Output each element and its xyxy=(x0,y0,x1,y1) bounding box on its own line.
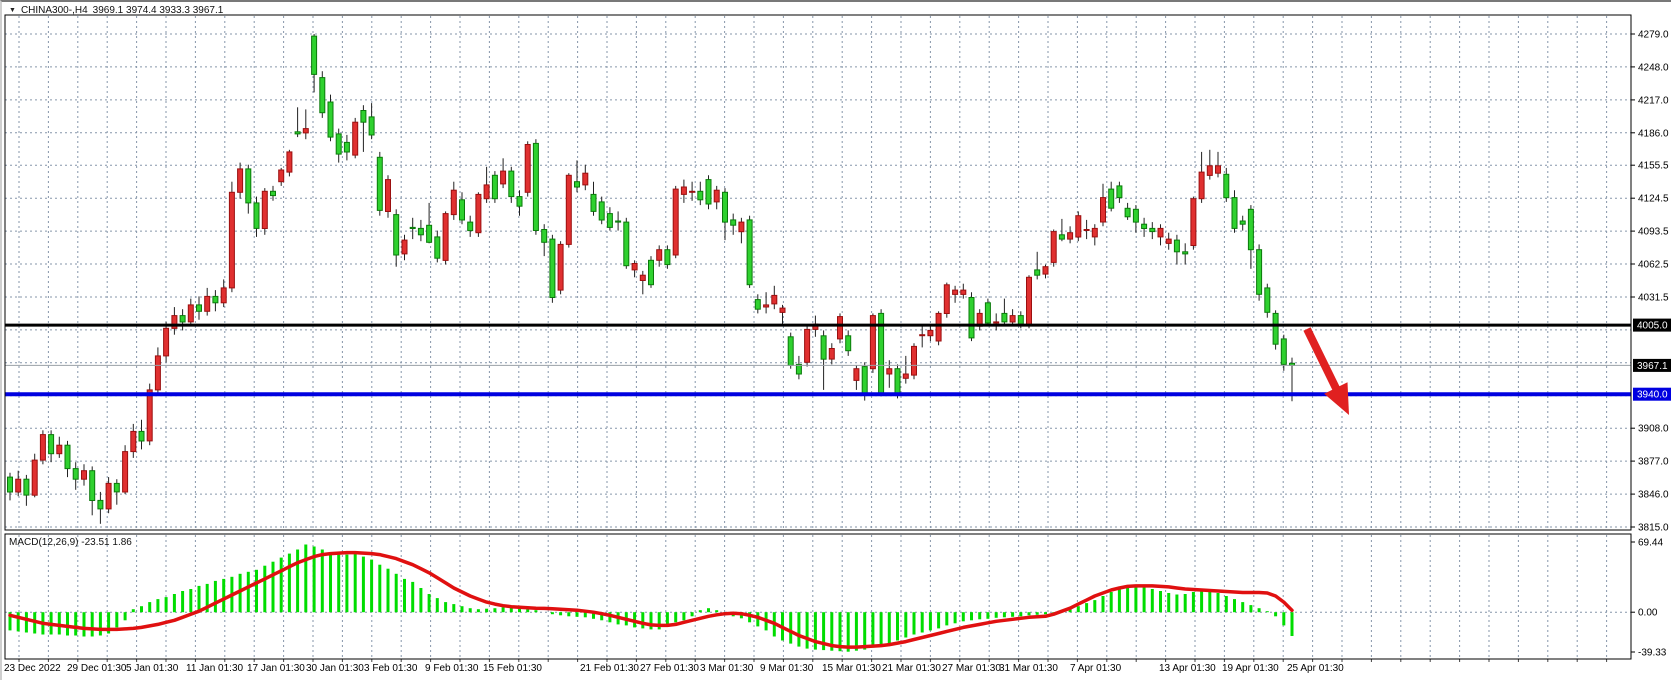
date-tick-label: 11 Jan 01:30 xyxy=(186,663,244,674)
symbol-dropdown-icon[interactable]: ▼ xyxy=(9,6,16,14)
macd-tick-label: -39.33 xyxy=(1638,648,1667,659)
price-tick-label: 4279.0 xyxy=(1638,30,1669,41)
candles-layer xyxy=(7,35,1295,510)
svg-text:4005.0: 4005.0 xyxy=(1637,321,1668,332)
symbol-period-label: CHINA300-,H4 xyxy=(20,5,88,16)
date-tick-label: 3 Mar 01:30 xyxy=(700,663,754,674)
macd-tick-label: 0.00 xyxy=(1638,608,1658,619)
date-tick-label: 19 Apr 01:30 xyxy=(1222,663,1279,674)
price-tick-label: 4031.5 xyxy=(1638,293,1669,304)
price-badge-4005.0 xyxy=(1633,318,1671,332)
date-tick-label: 23 Dec 2022 xyxy=(4,663,61,674)
date-tick-label: 27 Mar 01:30 xyxy=(942,663,1001,674)
price-badges: 4005.0 3967.1 3940.0 xyxy=(1633,318,1671,401)
price-tick-label: 4248.0 xyxy=(1638,62,1669,73)
date-tick-label: 9 Feb 01:30 xyxy=(425,663,479,674)
svg-text:3940.0: 3940.0 xyxy=(1637,390,1668,401)
date-tick-label: 3 Feb 01:30 xyxy=(364,663,418,674)
price-tick-label: 4093.5 xyxy=(1638,227,1669,238)
macd-tick-label: 69.44 xyxy=(1638,538,1663,549)
date-tick-label: 13 Apr 01:30 xyxy=(1159,663,1216,674)
chart-title: ▼ CHINA300-,H4 3969.1 3974.4 3933.3 3967… xyxy=(9,5,223,16)
date-tick-label: 15 Feb 01:30 xyxy=(483,663,542,674)
macd-axis[interactable]: 69.44 0.00 -39.33 xyxy=(1631,538,1667,659)
price-tick-label: 4062.5 xyxy=(1638,260,1669,271)
time-axis[interactable]: 23 Dec 2022 29 Dec 01:30 5 Jan 01:30 11 Jan… xyxy=(4,663,1344,674)
date-tick-label: 21 Mar 01:30 xyxy=(882,663,941,674)
date-tick-label: 27 Feb 01:30 xyxy=(640,663,699,674)
date-tick-label: 9 Mar 01:30 xyxy=(760,663,814,674)
date-tick-label: 31 Mar 01:30 xyxy=(999,663,1058,674)
price-tick-label: 3908.0 xyxy=(1638,424,1669,435)
macd-histogram xyxy=(8,544,1294,652)
price-tick-label: 3815.0 xyxy=(1638,523,1669,534)
price-tick-label: 4124.5 xyxy=(1638,194,1669,205)
panel-borders xyxy=(4,14,1632,660)
date-tick-label: 7 Apr 01:30 xyxy=(1070,663,1122,674)
macd-indicator-label: MACD(12,26,9) -23.51 1.86 xyxy=(9,537,132,548)
date-tick-label: 25 Apr 01:30 xyxy=(1287,663,1344,674)
price-tick-label: 4155.5 xyxy=(1638,161,1669,172)
macd-name: MACD(12,26,9) xyxy=(9,537,79,548)
trend-arrow[interactable] xyxy=(1303,327,1349,415)
date-tick-label: 15 Mar 01:30 xyxy=(822,663,881,674)
date-tick-label: 29 Dec 01:30 xyxy=(67,663,127,674)
macd-values: -23.51 1.86 xyxy=(81,537,132,548)
date-tick-label: 17 Jan 01:30 xyxy=(247,663,305,674)
ohlc-values-label: 3969.1 3974.4 3933.3 3967.1 xyxy=(92,5,224,16)
price-tick-label: 4186.0 xyxy=(1638,128,1669,139)
price-tick-label: 3846.0 xyxy=(1638,490,1669,501)
macd-signal-line xyxy=(8,550,1294,649)
svg-text:3967.1: 3967.1 xyxy=(1637,361,1668,372)
grid-layer xyxy=(5,16,1631,658)
price-badge-3940.0 xyxy=(1633,387,1671,401)
price-badge-3967.1 xyxy=(1633,358,1671,372)
date-tick-label: 30 Jan 01:30 xyxy=(306,663,364,674)
date-tick-label: 21 Feb 01:30 xyxy=(580,663,639,674)
price-tick-label: 3877.0 xyxy=(1638,457,1669,468)
price-axis[interactable]: 4279.0 4248.0 4217.0 4186.0 4155.5 4124.5 4093… xyxy=(1631,30,1669,534)
date-tick-label: 5 Jan 01:30 xyxy=(126,663,179,674)
price-tick-label: 4217.0 xyxy=(1638,95,1669,106)
